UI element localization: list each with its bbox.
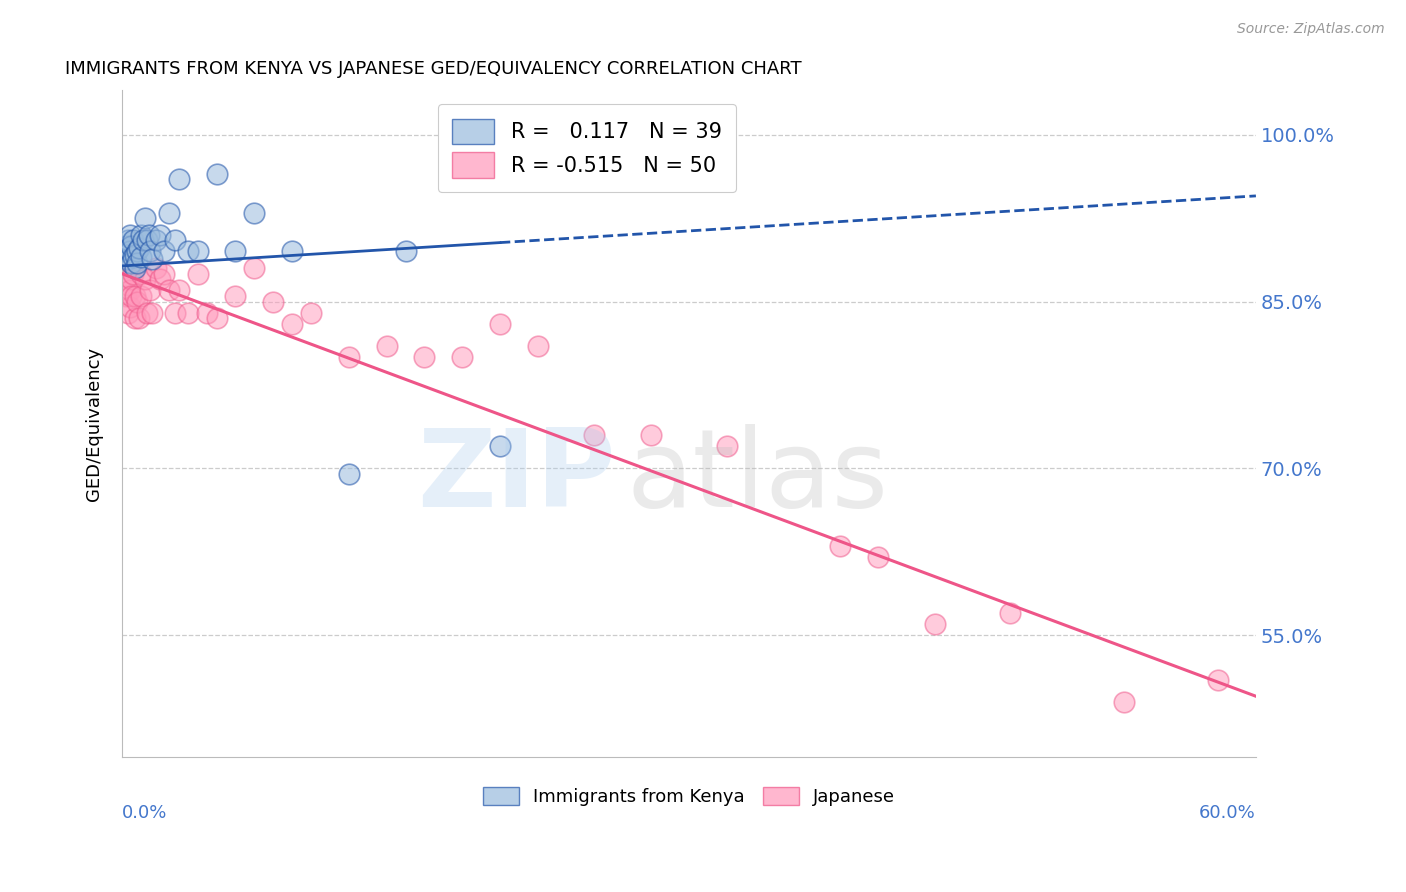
Point <box>118 244 141 259</box>
Point <box>1112 695 1135 709</box>
Point <box>924 617 946 632</box>
Point <box>124 248 146 262</box>
Point <box>526 339 548 353</box>
Point <box>117 252 139 267</box>
Point <box>127 294 149 309</box>
Point <box>114 239 136 253</box>
Point <box>157 205 180 219</box>
Point <box>121 239 143 253</box>
Point <box>124 261 146 276</box>
Point <box>281 317 304 331</box>
Point <box>127 244 149 259</box>
Point <box>124 311 146 326</box>
Point <box>149 272 172 286</box>
Point <box>127 255 149 269</box>
Point <box>145 233 167 247</box>
Point <box>451 350 474 364</box>
Point <box>128 241 150 255</box>
Text: IMMIGRANTS FROM KENYA VS JAPANESE GED/EQUIVALENCY CORRELATION CHART: IMMIGRANTS FROM KENYA VS JAPANESE GED/EQ… <box>65 60 801 78</box>
Point <box>145 261 167 276</box>
Legend: Immigrants from Kenya, Japanese: Immigrants from Kenya, Japanese <box>474 778 904 815</box>
Point <box>117 305 139 319</box>
Point <box>129 227 152 242</box>
Point <box>139 284 162 298</box>
Point <box>394 244 416 259</box>
Point <box>117 277 139 292</box>
Point <box>281 244 304 259</box>
Point <box>112 261 135 276</box>
Point <box>163 305 186 319</box>
Point <box>141 252 163 267</box>
Point <box>121 289 143 303</box>
Point <box>224 244 246 259</box>
Point <box>167 284 190 298</box>
Point <box>413 350 436 364</box>
Point <box>112 244 135 259</box>
Point <box>134 272 156 286</box>
Point <box>375 339 398 353</box>
Point <box>262 294 284 309</box>
Point <box>149 227 172 242</box>
Point <box>177 244 200 259</box>
Point <box>114 248 136 262</box>
Point <box>128 311 150 326</box>
Point <box>187 244 209 259</box>
Point <box>167 172 190 186</box>
Text: Source: ZipAtlas.com: Source: ZipAtlas.com <box>1237 22 1385 37</box>
Point <box>337 350 360 364</box>
Point <box>129 250 152 264</box>
Point <box>122 267 145 281</box>
Point <box>243 205 266 219</box>
Point <box>114 289 136 303</box>
Point <box>135 233 157 247</box>
Point <box>489 439 512 453</box>
Point <box>135 305 157 319</box>
Point <box>114 272 136 286</box>
Point <box>1206 673 1229 687</box>
Point <box>138 227 160 242</box>
Point <box>205 167 228 181</box>
Point <box>118 227 141 242</box>
Point <box>121 272 143 286</box>
Point <box>195 305 218 319</box>
Point <box>716 439 738 453</box>
Point <box>489 317 512 331</box>
Text: 0.0%: 0.0% <box>122 804 167 822</box>
Text: atlas: atlas <box>627 425 889 530</box>
Text: ZIP: ZIP <box>416 425 616 530</box>
Point <box>122 250 145 264</box>
Point <box>299 305 322 319</box>
Point <box>132 233 155 247</box>
Y-axis label: GED/Equivalency: GED/Equivalency <box>86 347 103 501</box>
Point <box>139 244 162 259</box>
Point <box>224 289 246 303</box>
Point <box>152 267 174 281</box>
Point <box>177 305 200 319</box>
Point <box>129 289 152 303</box>
Point <box>583 428 606 442</box>
Point <box>124 289 146 303</box>
Point <box>187 267 209 281</box>
Point <box>640 428 662 442</box>
Point <box>118 300 141 314</box>
Point <box>141 305 163 319</box>
Text: 60.0%: 60.0% <box>1199 804 1256 822</box>
Point <box>243 261 266 276</box>
Point <box>1000 606 1022 620</box>
Point <box>830 539 852 553</box>
Point <box>866 550 889 565</box>
Point <box>163 233 186 247</box>
Point <box>117 233 139 247</box>
Point <box>129 267 152 281</box>
Point <box>337 467 360 481</box>
Point <box>122 233 145 247</box>
Point <box>134 211 156 226</box>
Point <box>152 244 174 259</box>
Point <box>205 311 228 326</box>
Point <box>121 255 143 269</box>
Point <box>118 284 141 298</box>
Point <box>157 284 180 298</box>
